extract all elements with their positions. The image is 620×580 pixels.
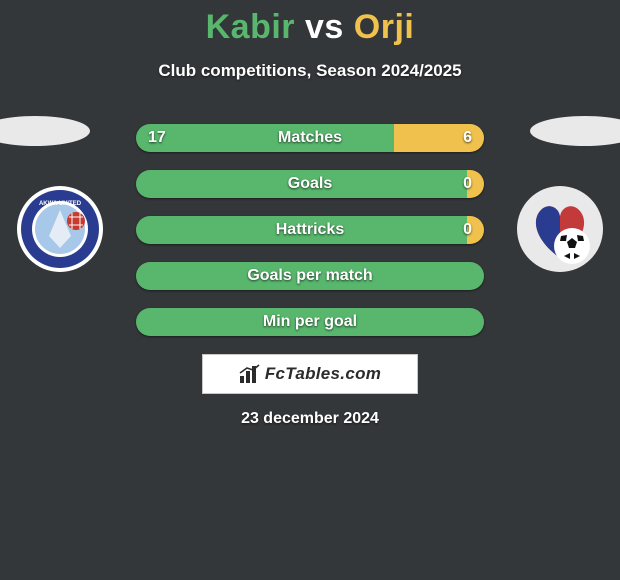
bar-row: Min per goal	[136, 308, 484, 336]
bar-row: Hattricks0	[136, 216, 484, 244]
page-title: Kabir vs Orji	[0, 0, 620, 47]
bar-values	[136, 308, 484, 336]
brand-text: FcTables.com	[265, 364, 381, 384]
club-crest	[517, 186, 603, 272]
bar-row: Goals per match	[136, 262, 484, 290]
bar-values: 0	[136, 216, 484, 244]
player2-column	[500, 116, 620, 272]
subtitle: Club competitions, Season 2024/2025	[0, 61, 620, 81]
bar-left-value: 17	[148, 129, 166, 147]
title-vs: vs	[305, 8, 344, 46]
bar-values: 0	[136, 170, 484, 198]
title-player1: Kabir	[206, 8, 295, 46]
club-crest-icon	[517, 186, 603, 272]
bar-right-value: 0	[463, 175, 472, 193]
bar-row: Matches176	[136, 124, 484, 152]
title-player2: Orji	[354, 8, 415, 46]
player2-ellipse	[530, 116, 620, 146]
akwa-united-crest: AKWA UNITED	[17, 186, 103, 272]
brand-box: FcTables.com	[202, 354, 418, 394]
bar-values	[136, 262, 484, 290]
bar-right-value: 0	[463, 221, 472, 239]
bar-values: 17 6	[136, 124, 484, 152]
bar-right-value: 6	[463, 129, 472, 147]
akwa-united-crest-icon: AKWA UNITED	[17, 186, 103, 272]
bar-chart-icon	[239, 364, 261, 384]
player1-column: AKWA UNITED	[0, 116, 120, 272]
comparison-bars: Matches176Goals0Hattricks0Goals per matc…	[136, 124, 484, 354]
player1-ellipse	[0, 116, 90, 146]
date-label: 23 december 2024	[0, 410, 620, 428]
svg-text:AKWA UNITED: AKWA UNITED	[39, 201, 82, 207]
bar-row: Goals0	[136, 170, 484, 198]
